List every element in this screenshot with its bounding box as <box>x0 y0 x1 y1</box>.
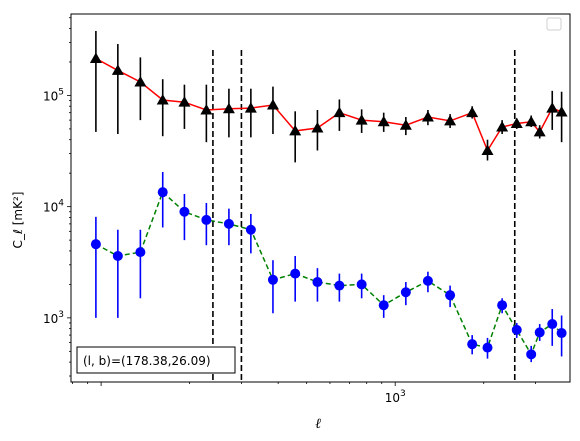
x-axis-label: ℓ <box>315 416 321 432</box>
error-bars <box>96 31 562 362</box>
data-point-circle <box>357 279 367 289</box>
data-point-triangle <box>333 107 345 118</box>
legend-box <box>547 18 561 30</box>
data-point-triangle <box>311 122 323 132</box>
data-point-circle <box>334 281 344 291</box>
data-point-triangle <box>422 111 434 122</box>
data-point-circle <box>201 215 211 225</box>
data-point-circle <box>91 239 101 249</box>
data-point-triangle <box>546 102 558 113</box>
data-point-triangle <box>90 52 102 63</box>
data-point-circle <box>135 247 145 257</box>
data-point-circle <box>423 276 433 286</box>
data-point-triangle <box>157 94 169 105</box>
x-tick-label: 103 <box>385 389 406 405</box>
data-point-circle <box>401 287 411 297</box>
data-point-circle <box>535 327 545 337</box>
data-point-circle <box>312 277 322 287</box>
data-point-circle <box>467 339 477 349</box>
reference-lines <box>213 50 515 382</box>
data-point-circle <box>497 300 507 310</box>
data-point-circle <box>246 225 256 235</box>
data-point-circle <box>445 290 455 300</box>
series-line <box>96 192 562 354</box>
data-point-triangle <box>267 99 279 110</box>
data-point-circle <box>379 300 389 310</box>
data-point-triangle <box>112 64 124 75</box>
data-point-circle <box>268 275 278 285</box>
y-tick-label: 105 <box>43 87 64 103</box>
coordinate-annotation: (l, b)=(178.38,26.09) <box>77 347 235 373</box>
data-point-triangle <box>525 116 537 127</box>
data-point-circle <box>557 328 567 338</box>
y-tick-label: 103 <box>43 310 64 326</box>
legend-frame <box>547 18 561 30</box>
annotation-text: (l, b)=(178.38,26.09) <box>83 354 211 368</box>
data-point-circle <box>224 219 234 229</box>
y-tick-label: 104 <box>43 199 64 215</box>
y-axis-label: C_ℓ [mK²] <box>11 192 25 249</box>
data-point-triangle <box>466 107 478 118</box>
data-markers <box>90 52 568 359</box>
data-point-circle <box>179 207 189 217</box>
data-point-triangle <box>482 144 494 155</box>
data-point-circle <box>526 349 536 359</box>
data-point-circle <box>512 325 522 335</box>
data-point-circle <box>290 269 300 279</box>
data-point-triangle <box>134 76 146 87</box>
data-point-circle <box>547 319 557 329</box>
data-point-circle <box>113 251 123 261</box>
data-point-circle <box>158 187 168 197</box>
data-point-circle <box>483 343 493 353</box>
